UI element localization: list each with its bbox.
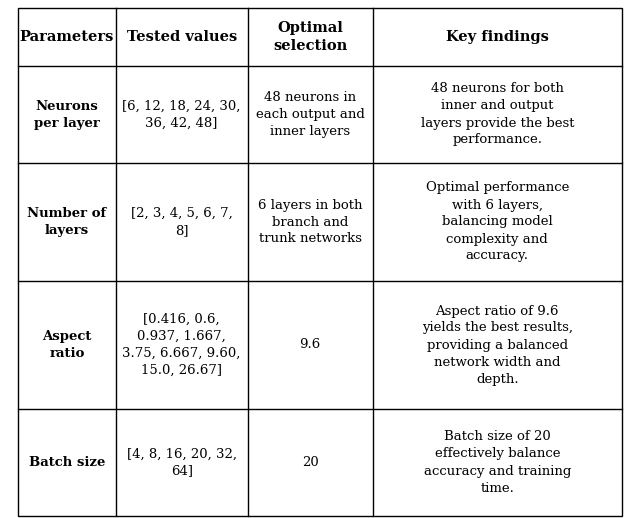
Text: [6, 12, 18, 24, 30,
36, 42, 48]: [6, 12, 18, 24, 30, 36, 42, 48] [122,99,241,130]
Text: Tested values: Tested values [127,30,237,44]
Text: 48 neurons in
each output and
inner layers: 48 neurons in each output and inner laye… [255,91,364,138]
Text: Batch size: Batch size [29,456,105,469]
Text: Aspect ratio of 9.6
yields the best results,
providing a balanced
network width : Aspect ratio of 9.6 yields the best resu… [422,305,573,385]
Text: Optimal performance
with 6 layers,
balancing model
complexity and
accuracy.: Optimal performance with 6 layers, balan… [426,181,569,263]
Text: Key findings: Key findings [446,30,548,44]
Text: Optimal
selection: Optimal selection [273,21,347,53]
Text: [0.416, 0.6,
0.937, 1.667,
3.75, 6.667, 9.60,
15.0, 26.67]: [0.416, 0.6, 0.937, 1.667, 3.75, 6.667, … [122,313,241,377]
Text: 9.6: 9.6 [300,338,321,352]
Text: Aspect
ratio: Aspect ratio [42,330,92,360]
Text: 6 layers in both
branch and
trunk networks: 6 layers in both branch and trunk networ… [258,198,362,246]
Text: 20: 20 [301,456,319,469]
Text: Parameters: Parameters [20,30,114,44]
Text: [2, 3, 4, 5, 6, 7,
8]: [2, 3, 4, 5, 6, 7, 8] [131,207,232,237]
Text: Number of
layers: Number of layers [28,207,106,237]
Text: 48 neurons for both
inner and output
layers provide the best
performance.: 48 neurons for both inner and output lay… [420,82,574,147]
Text: Neurons
per layer: Neurons per layer [34,99,100,130]
Text: [4, 8, 16, 20, 32,
64]: [4, 8, 16, 20, 32, 64] [127,448,237,478]
Text: Batch size of 20
effectively balance
accuracy and training
time.: Batch size of 20 effectively balance acc… [424,430,571,495]
